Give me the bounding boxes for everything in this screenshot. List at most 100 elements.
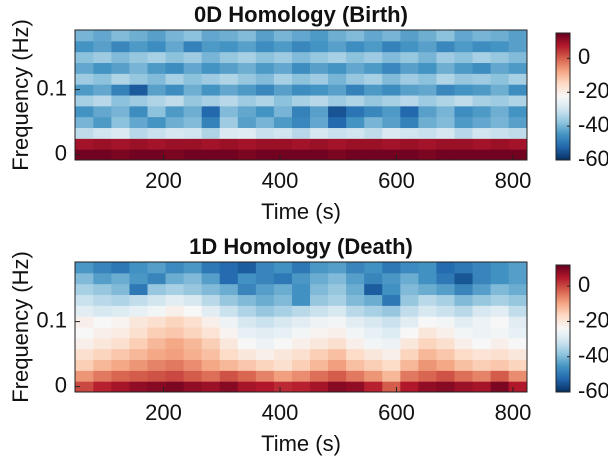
heatmap-cell <box>201 62 221 74</box>
colorbar-tick-label: -20 <box>578 307 608 332</box>
heatmap-cell <box>237 262 257 274</box>
heatmap-cell <box>472 149 492 161</box>
heatmap-cell <box>508 127 528 139</box>
heatmap-cell <box>273 62 293 74</box>
heatmap-cell <box>454 127 474 139</box>
heatmap-cell <box>454 370 474 382</box>
heatmap-cell <box>310 51 329 64</box>
heatmap-cell <box>454 51 474 64</box>
heatmap-cell <box>418 359 437 371</box>
heatmap-cell <box>418 337 437 350</box>
heatmap-cell <box>436 138 455 150</box>
heatmap-cell <box>291 294 311 306</box>
heatmap-cell <box>183 381 203 393</box>
heatmap-cell <box>129 30 149 42</box>
heatmap-cell <box>111 370 130 382</box>
chart-title: 1D Homology (Death) <box>189 234 413 259</box>
heatmap-cell <box>93 348 112 361</box>
heatmap-cell <box>111 30 130 42</box>
heatmap-cell <box>472 283 492 296</box>
heatmap-cell <box>508 51 528 64</box>
heatmap-cell <box>508 327 528 339</box>
y-tick-label: 0.1 <box>36 75 67 100</box>
heatmap-cell <box>364 116 383 129</box>
heatmap-cell <box>165 62 185 74</box>
heatmap-cell <box>418 348 437 361</box>
heatmap-cell <box>237 116 257 129</box>
heatmap-cell <box>237 40 257 53</box>
heatmap-cell <box>490 370 510 382</box>
heatmap-cell <box>418 40 437 53</box>
heatmap-cell <box>382 138 401 150</box>
heatmap-cell <box>291 127 311 139</box>
heatmap-cell <box>147 30 167 42</box>
heatmap-cell <box>183 283 203 296</box>
heatmap-cell <box>310 95 329 107</box>
heatmap-cell <box>382 62 401 74</box>
heatmap-cell <box>364 40 383 53</box>
heatmap-cell <box>490 381 510 393</box>
heatmap-cell <box>508 73 528 85</box>
heatmap-cell <box>273 294 293 306</box>
heatmap-cell <box>237 30 257 42</box>
heatmap-cell <box>273 327 293 339</box>
heatmap-cell <box>291 95 311 107</box>
heatmap-cell <box>454 262 474 274</box>
heatmap-cell <box>147 138 167 150</box>
heatmap-cell <box>346 40 365 53</box>
heatmap-cell <box>454 95 474 107</box>
heatmap-cell <box>490 305 510 317</box>
heatmap-cell <box>310 84 329 96</box>
heatmap-cell <box>165 51 185 64</box>
heatmap-cell <box>291 73 311 85</box>
heatmap-cell <box>418 149 437 161</box>
heatmap-cell <box>418 84 437 96</box>
heatmap-cell <box>490 262 510 274</box>
heatmap-cell <box>201 84 221 96</box>
heatmap-cell <box>237 381 257 393</box>
heatmap-cell <box>328 348 347 361</box>
heatmap-cell <box>219 84 239 96</box>
heatmap-cell <box>310 73 329 85</box>
heatmap-cell <box>183 305 203 317</box>
heatmap-cell <box>346 30 365 42</box>
heatmap-cell <box>93 62 112 74</box>
heatmap-cell <box>400 305 419 317</box>
heatmap-cell <box>237 283 257 296</box>
heatmap-cell <box>147 84 167 96</box>
heatmap-cell <box>418 105 437 118</box>
heatmap-cell <box>93 73 112 85</box>
heatmap-cell <box>273 262 293 274</box>
y-tick-label: 0.1 <box>36 307 67 332</box>
heatmap-cell <box>273 95 293 107</box>
heatmap-cell <box>129 294 149 306</box>
heatmap-cell <box>328 62 347 74</box>
heatmap-cell <box>201 294 221 306</box>
heatmap-cell <box>255 30 275 42</box>
heatmap-cell <box>490 149 510 161</box>
heatmap-cell <box>382 105 401 118</box>
heatmap-cell <box>400 40 419 53</box>
heatmap-cell <box>472 105 492 118</box>
heatmap-cell <box>400 95 419 107</box>
heatmap-cell <box>165 262 185 274</box>
heatmap-cell <box>75 116 94 129</box>
heatmap-cell <box>183 337 203 350</box>
heatmap-cell <box>508 116 528 129</box>
heatmap-cell <box>490 84 510 96</box>
heatmap-cell <box>328 73 347 85</box>
heatmap-cell <box>129 116 149 129</box>
plot-frame <box>74 261 528 393</box>
heatmap-cell <box>328 105 347 118</box>
heatmap-cell <box>111 348 130 361</box>
heatmap-cell <box>219 116 239 129</box>
heatmap-cell <box>436 127 455 139</box>
heatmap-cell <box>291 370 311 382</box>
heatmap-cell <box>93 262 112 274</box>
heatmap-cell <box>219 30 239 42</box>
colorbar-tick-label: 0 <box>578 44 590 69</box>
heatmap-cell <box>328 149 347 161</box>
heatmap-cell <box>328 40 347 53</box>
heatmap-cell <box>183 84 203 96</box>
heatmap-cell <box>111 262 130 274</box>
